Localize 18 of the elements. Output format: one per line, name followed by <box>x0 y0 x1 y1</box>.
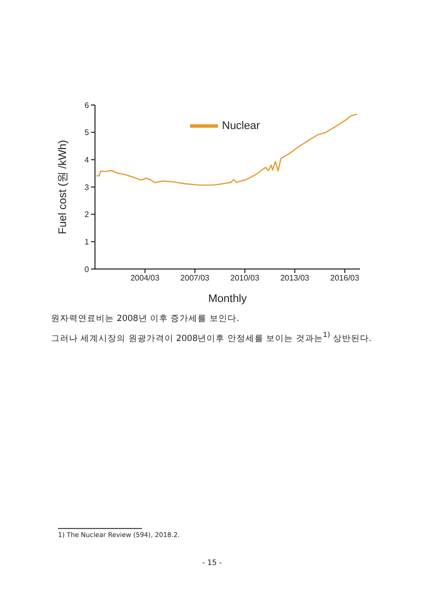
y-tick-label: 5 <box>84 128 90 138</box>
y-tick-label: 0 <box>84 264 90 274</box>
y-tick-label: 3 <box>84 182 90 192</box>
line-series <box>96 113 358 186</box>
x-tick-label: 2016/03 <box>330 274 360 283</box>
x-tick-label: 2004/03 <box>130 274 160 283</box>
y-tick-label: 1 <box>84 238 90 247</box>
y-tick-label: 6 <box>84 100 90 110</box>
x-tick-label: 2010/03 <box>230 274 260 283</box>
legend-label: Nuclear <box>222 120 260 132</box>
x-axis-title: Monthly <box>208 293 248 305</box>
text: 그러나 세계시장의 원광가격이 2008년이후 안정세를 보이는 것과는$^{1)}$ 상반된다. <box>51 329 372 346</box>
x-tick-label: 2013/03 <box>280 274 310 283</box>
x-tick-label: 2007/03 <box>180 274 210 283</box>
y-tick-label: 2 <box>84 210 90 220</box>
text: 원자력연료비는 2008년 이후 증가세를 보인다. <box>51 313 240 326</box>
y-tick-label: 4 <box>84 156 90 165</box>
y-axis-title: Fuel cost (원 /kWh) <box>56 140 69 234</box>
